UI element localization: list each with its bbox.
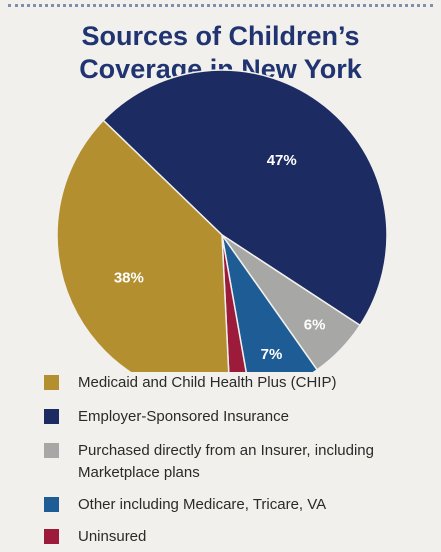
pie-chart: 47%6%7%2%38% bbox=[56, 69, 388, 372]
legend-label-employer-sponsored: Employer-Sponsored Insurance bbox=[78, 408, 289, 425]
pie-slice-other-including-medicare-tricare-va bbox=[221, 234, 319, 372]
legend-swatch-purchased-directly bbox=[44, 443, 59, 458]
dotted-divider bbox=[8, 4, 433, 7]
legend-swatch-other-medicare bbox=[44, 497, 59, 512]
pie-label-6pct: 6% bbox=[304, 316, 326, 333]
legend-swatch-uninsured bbox=[44, 529, 59, 544]
legend-label-uninsured: Uninsured bbox=[78, 528, 147, 545]
pie-label-47pct: 47% bbox=[267, 152, 297, 169]
legend-swatch-employer-sponsored bbox=[44, 409, 59, 424]
legend-label-medicaid-chip: Medicaid and Child Health Plus (CHIP) bbox=[78, 374, 337, 391]
legend-swatch-medicaid-chip bbox=[44, 375, 59, 390]
chart-title-line-1: Sources of Children’s bbox=[81, 21, 360, 51]
pie-label-38pct: 38% bbox=[114, 269, 144, 286]
legend-label-other-medicare: Other including Medicare, Tricare, VA bbox=[78, 496, 327, 513]
legend-label-purchased-directly: Purchased directly from an Insurer, incl… bbox=[78, 442, 374, 481]
pie-slice-uninsured bbox=[221, 234, 247, 372]
pie-slice-medicaid-and-child-health-plus-chip bbox=[56, 119, 230, 372]
pie-label-7pct: 7% bbox=[261, 346, 283, 363]
pie-slice-employer-sponsored-insurance bbox=[102, 69, 388, 327]
